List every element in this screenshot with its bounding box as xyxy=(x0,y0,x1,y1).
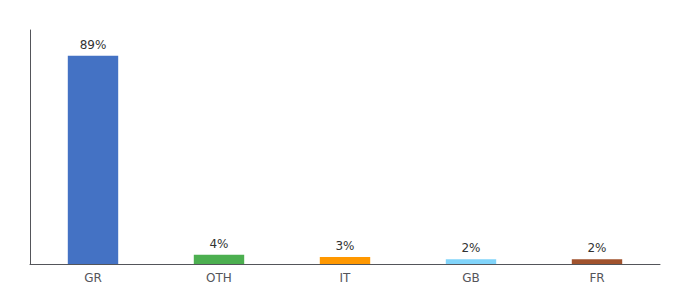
svg-text:IT: IT xyxy=(340,271,352,285)
svg-text:4%: 4% xyxy=(209,237,228,251)
svg-text:OTH: OTH xyxy=(206,271,232,285)
svg-text:2%: 2% xyxy=(587,241,606,255)
svg-text:GB: GB xyxy=(462,271,480,285)
svg-text:3%: 3% xyxy=(335,239,354,253)
svg-text:GR: GR xyxy=(84,271,102,285)
svg-text:2%: 2% xyxy=(461,241,480,255)
svg-text:FR: FR xyxy=(589,271,604,285)
svg-text:89%: 89% xyxy=(80,38,107,52)
